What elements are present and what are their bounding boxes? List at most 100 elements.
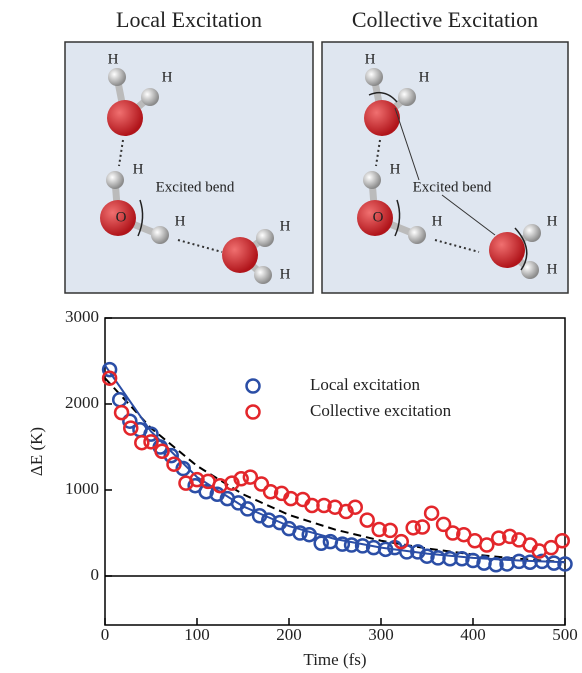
data-point bbox=[166, 456, 182, 472]
hydrogen-atom bbox=[108, 68, 126, 86]
data-point bbox=[491, 530, 507, 546]
data-point bbox=[343, 537, 360, 553]
hydrogen-atom bbox=[523, 224, 541, 242]
atom-label: H bbox=[547, 213, 558, 229]
data-point bbox=[371, 521, 387, 538]
atom-label: Excited bend bbox=[413, 179, 492, 195]
hydrogen-atom bbox=[398, 88, 416, 106]
hydrogen-atom bbox=[141, 88, 159, 106]
data-point bbox=[393, 533, 409, 550]
data-point bbox=[554, 532, 570, 549]
data-point bbox=[377, 541, 394, 558]
data-point bbox=[313, 535, 329, 552]
legend-label: Local excitation bbox=[310, 375, 420, 394]
diagram-panels: Local Excitation H H H O H Excited bend H H Colle… bbox=[64, 7, 569, 294]
hydrogen-atom bbox=[408, 226, 426, 244]
data-point bbox=[419, 548, 435, 564]
data-point bbox=[251, 508, 268, 524]
bend-arrow bbox=[514, 227, 528, 271]
atom-label: H bbox=[419, 69, 430, 85]
data-point bbox=[143, 426, 159, 442]
atom-label: H bbox=[547, 261, 558, 277]
data-point bbox=[163, 447, 179, 464]
x-tick-label: 500 bbox=[552, 625, 578, 644]
oxygen-atom bbox=[100, 200, 136, 236]
data-point bbox=[122, 413, 138, 429]
data-point bbox=[454, 551, 470, 567]
atom-label: H bbox=[162, 69, 173, 85]
data-point bbox=[543, 539, 559, 556]
legend-marker bbox=[245, 404, 261, 420]
atom-label: Excited bend bbox=[156, 179, 235, 195]
hydrogen-atom bbox=[106, 171, 124, 189]
x-tick-label: 200 bbox=[276, 625, 302, 644]
data-point bbox=[405, 520, 421, 536]
data-point bbox=[261, 512, 277, 528]
pointer bbox=[394, 107, 420, 181]
y-tick-label: 2000 bbox=[65, 393, 99, 412]
x-tick-label: 400 bbox=[460, 625, 486, 644]
panel-box bbox=[64, 41, 314, 294]
bend-arrow bbox=[137, 199, 144, 237]
data-point bbox=[423, 505, 440, 521]
x-tick-label: 100 bbox=[184, 625, 210, 644]
data-point bbox=[479, 537, 495, 553]
data-point bbox=[134, 434, 150, 451]
data-point bbox=[301, 526, 317, 543]
fit-curve bbox=[104, 377, 566, 564]
molecules: H H H O H Excited bend H H bbox=[357, 51, 558, 279]
hydrogen-atom bbox=[365, 68, 383, 86]
data-point bbox=[233, 471, 249, 487]
hydrogen-atom bbox=[256, 229, 274, 247]
atom-label: H bbox=[175, 213, 186, 229]
atom-label: O bbox=[116, 209, 127, 225]
atom-label: H bbox=[365, 51, 376, 67]
data-point bbox=[445, 525, 461, 541]
data-point bbox=[224, 475, 240, 491]
data-point bbox=[143, 434, 159, 450]
panel-title: Local Excitation bbox=[116, 7, 262, 32]
hydrogen-bond bbox=[375, 139, 381, 167]
data-point bbox=[154, 443, 170, 460]
hydrogen-atom bbox=[151, 226, 169, 244]
data-point bbox=[175, 460, 191, 477]
plot-frame bbox=[104, 317, 566, 626]
data-point bbox=[253, 476, 270, 492]
data-point bbox=[354, 538, 371, 554]
atom-label: H bbox=[390, 161, 401, 177]
hydrogen-atom bbox=[521, 261, 539, 279]
data-point bbox=[338, 503, 354, 520]
bend-arrow bbox=[394, 199, 401, 237]
molecules: H H H O H Excited bend H H bbox=[100, 51, 291, 284]
legend-marker bbox=[245, 378, 261, 394]
atom-label: H bbox=[280, 266, 291, 282]
bend-arrow bbox=[368, 91, 398, 103]
panel-title: Collective Excitation bbox=[352, 7, 538, 32]
data-point bbox=[359, 512, 375, 528]
data-point bbox=[101, 370, 118, 386]
data-point bbox=[189, 471, 205, 488]
data-point bbox=[242, 469, 259, 485]
oxygen-atom bbox=[364, 100, 400, 136]
data-point bbox=[410, 544, 426, 560]
atom-label: O bbox=[373, 209, 384, 225]
data-point bbox=[414, 519, 431, 535]
data-point bbox=[347, 499, 363, 515]
data-point bbox=[511, 553, 527, 570]
data-point bbox=[488, 557, 504, 573]
atom-label: H bbox=[133, 161, 144, 177]
atom-label: H bbox=[108, 51, 119, 67]
oxygen-atom bbox=[222, 237, 258, 273]
pointer bbox=[441, 194, 496, 236]
data-point bbox=[123, 420, 139, 436]
data-point bbox=[113, 404, 130, 421]
data-point bbox=[101, 361, 118, 378]
data-point bbox=[239, 501, 256, 517]
hydrogen-atom bbox=[363, 171, 381, 189]
data-point bbox=[262, 483, 279, 500]
y-tick-label: 1000 bbox=[65, 479, 99, 498]
oxygen-atom bbox=[357, 200, 393, 236]
y-tick-label: 0 bbox=[91, 565, 100, 584]
oxygen-atom bbox=[107, 100, 143, 136]
